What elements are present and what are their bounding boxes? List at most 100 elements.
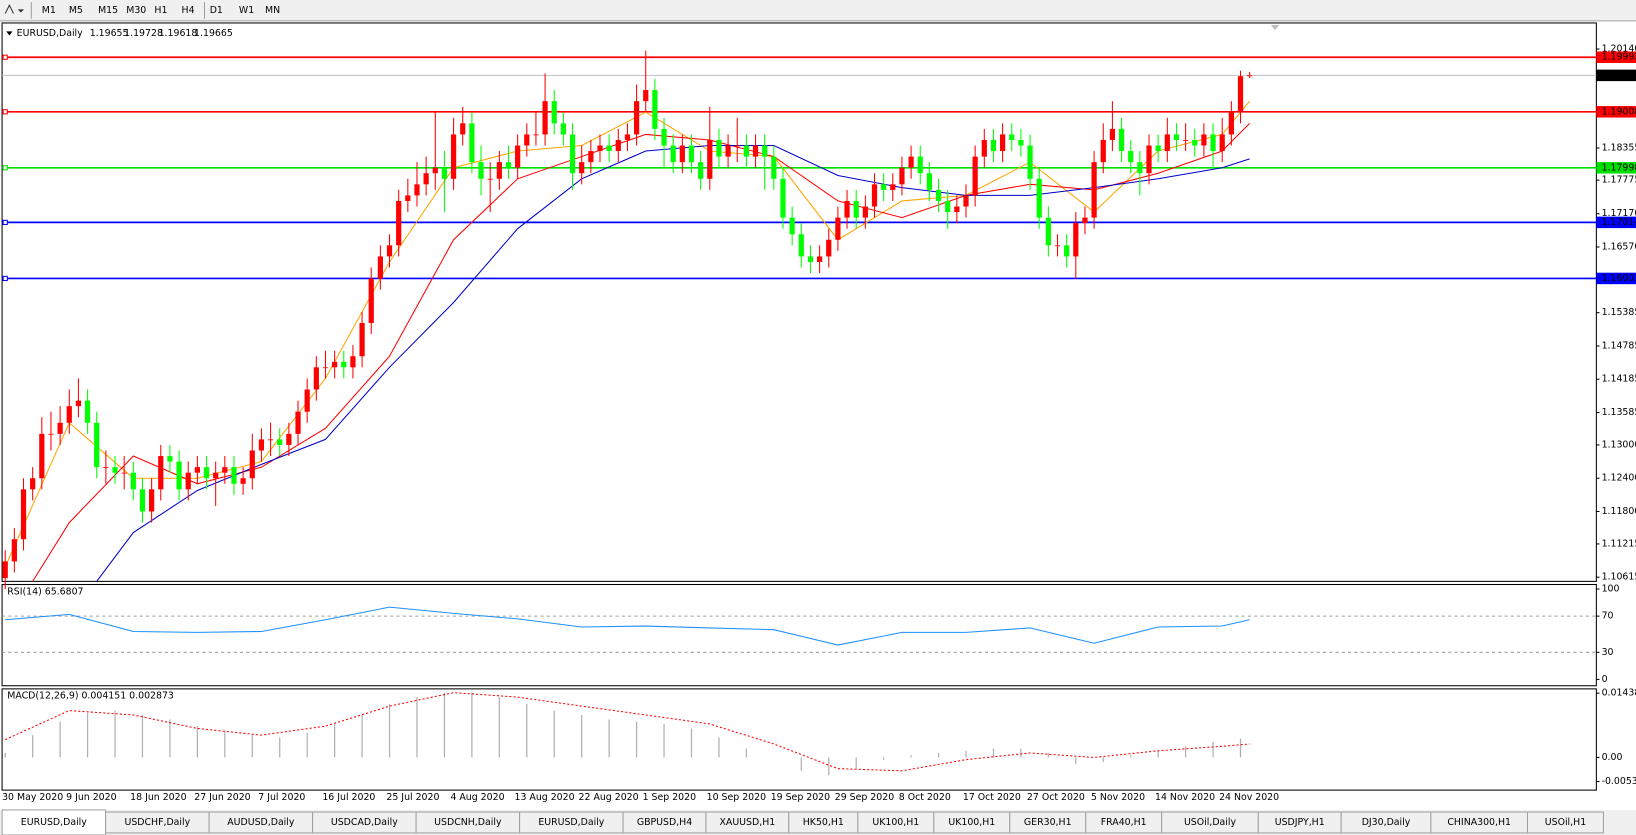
candle-body (643, 90, 649, 102)
candle-body (954, 206, 960, 213)
x-tick-label: 25 Jul 2020 (386, 792, 439, 803)
tab-label[interactable]: DJ30,Daily (1362, 817, 1411, 828)
candle-body (743, 145, 750, 157)
candle-body (1082, 217, 1088, 224)
level-label: 1.17998 (1602, 162, 1636, 173)
candle-body (935, 189, 942, 201)
y-tick-label: 1.17170 (1602, 208, 1636, 219)
candle-body (780, 178, 786, 218)
timeframe-button[interactable]: M1 (42, 5, 56, 16)
header-low: 1.19618 (159, 28, 198, 39)
y-tick-label: 30 (1602, 647, 1614, 658)
candle-body (258, 439, 265, 451)
candle-body (432, 167, 438, 174)
x-tick-label: 14 Nov 2020 (1155, 792, 1215, 803)
candle-body (871, 184, 878, 207)
candle-body (1009, 134, 1015, 140)
tab-label[interactable]: UK100,H1 (948, 817, 995, 828)
candle-body (66, 406, 72, 423)
timeframe-button[interactable]: M30 (126, 5, 146, 16)
candle-body (716, 139, 722, 157)
tool-icon[interactable] (4, 4, 15, 14)
candle-body (130, 472, 136, 490)
candle-body (286, 433, 292, 445)
candle-body (899, 167, 905, 185)
level-label-box (1596, 162, 1636, 174)
candle-body (853, 200, 859, 218)
candle-body (652, 90, 658, 129)
dropdown-arrow[interactable] (17, 9, 24, 13)
timeframe-button[interactable]: M5 (69, 5, 83, 16)
timeframe-button[interactable]: MN (265, 5, 280, 16)
tab-label[interactable]: FRA40,H1 (1101, 817, 1147, 828)
candle-body (881, 184, 887, 190)
candle-body (926, 173, 933, 190)
candle-body (396, 200, 402, 246)
tab-label[interactable]: XAUUSD,H1 (720, 817, 776, 828)
candle-body (167, 456, 173, 462)
candle-body (30, 478, 36, 490)
y-tick-label: 1.14785 (1602, 340, 1636, 351)
tab-label[interactable]: EURUSD,Daily (21, 817, 87, 828)
timeframe-button[interactable]: H4 (182, 5, 195, 16)
x-tick-label: 8 Oct 2020 (899, 792, 951, 803)
timeframe-button[interactable]: H1 (154, 5, 167, 16)
candle-body (1201, 134, 1207, 146)
tab-label[interactable]: USDCHF,Daily (124, 817, 190, 828)
timeframe-button[interactable]: D1 (210, 5, 223, 16)
candle-body (487, 178, 493, 180)
candle-body (478, 162, 484, 179)
candle-body (1247, 75, 1253, 77)
y-tick-label: 1.17775 (1602, 175, 1636, 186)
candle-body (670, 145, 676, 163)
y-tick-label: 1.11800 (1602, 506, 1636, 517)
x-tick-label: 10 Sep 2020 (707, 792, 766, 803)
candle-body (377, 256, 383, 279)
candle-body (185, 472, 191, 490)
timeframe-button[interactable]: W1 (239, 5, 254, 16)
tab-label[interactable]: USOil,Daily (1184, 817, 1237, 828)
y-tick-label: 1.14185 (1602, 374, 1636, 385)
candle-body (1027, 145, 1033, 179)
candle-body (1164, 134, 1170, 152)
tab-label[interactable]: HK50,H1 (803, 817, 844, 828)
tab-label[interactable]: CHINA300,H1 (1447, 817, 1511, 828)
moving-average (96, 144, 1250, 582)
level-label-box (1596, 51, 1636, 63)
candle-body (368, 278, 374, 323)
candle-body (249, 450, 255, 479)
tab-label[interactable]: USDCAD,Daily (331, 817, 398, 828)
tab-label[interactable]: USOil,H1 (1545, 817, 1586, 828)
y-tick-label: 1.16570 (1602, 241, 1636, 252)
candle-body (707, 139, 713, 179)
candle-body (1192, 139, 1198, 146)
candle-body (597, 145, 603, 152)
candle-body (999, 134, 1006, 152)
candle-body (771, 156, 777, 179)
candle-body (524, 134, 530, 146)
tab-label[interactable]: GER30,H1 (1024, 817, 1072, 828)
candle-body (1137, 162, 1143, 174)
tab-label[interactable]: USDJPY,H1 (1275, 817, 1325, 828)
level-label-box (1596, 216, 1636, 229)
moving-average (32, 123, 1251, 582)
macd-panel (1, 688, 1597, 791)
candle-body (57, 422, 63, 434)
header-open: 1.19655 (90, 28, 129, 39)
tab-label[interactable]: EURUSD,Daily (538, 817, 604, 828)
tab[interactable] (1526, 811, 1604, 834)
timeframe-button[interactable]: M15 (98, 5, 118, 16)
y-tick-label: 1.13585 (1602, 407, 1636, 418)
tab-label[interactable]: GBPUSD,H4 (637, 817, 692, 828)
tab-label[interactable]: USDCNH,Daily (434, 817, 502, 828)
candle-body (752, 145, 759, 157)
x-tick-label: 5 Nov 2020 (1091, 792, 1145, 803)
tab-label[interactable]: AUDUSD,Daily (227, 817, 295, 828)
y-tick-label: 0.014384 (1602, 688, 1636, 699)
y-tick-label: 1.13000 (1602, 439, 1636, 450)
candle-body (112, 467, 118, 473)
y-tick-label: 1.18355 (1602, 143, 1636, 154)
level-label: 1.17014 (1602, 217, 1636, 228)
header-arrow (6, 31, 13, 36)
tab-label[interactable]: UK100,H1 (872, 817, 919, 828)
